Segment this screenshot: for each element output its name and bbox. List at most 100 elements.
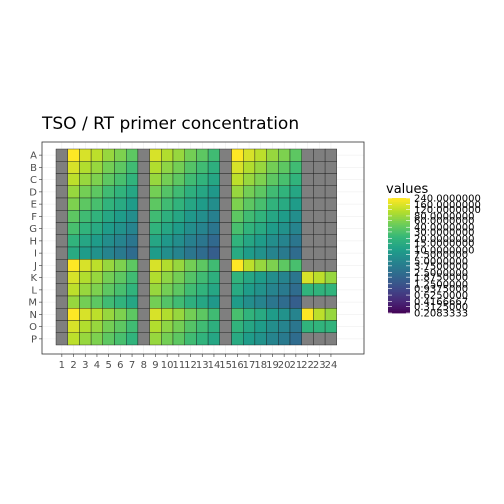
legend-gradient-step [388, 236, 410, 239]
heatmap-cell-B1 [55, 161, 68, 174]
heatmap-cell-M5 [102, 295, 115, 309]
heatmap-cell-K18 [254, 271, 267, 284]
heatmap-cell-O2 [67, 320, 80, 333]
heatmap-cell-O7 [125, 320, 139, 333]
heatmap-cell-N4 [90, 308, 103, 321]
heatmap-cell-K5 [102, 271, 115, 284]
legend-gradient-step [388, 280, 410, 283]
legend-gradient-step [388, 259, 410, 262]
legend-gradient-step [388, 286, 410, 289]
heatmap-cell-P6 [114, 332, 127, 346]
heatmap-cell-E12 [184, 197, 197, 211]
heatmap-cell-D7 [125, 185, 139, 199]
heatmap-cell-L5 [102, 283, 115, 297]
legend-gradient-step [388, 221, 410, 224]
heatmap-cell-N16 [231, 308, 244, 321]
heatmap-cell-B23 [313, 161, 326, 174]
chart-title: TSO / RT primer concentration [41, 114, 299, 134]
heatmap-cell-G9 [149, 222, 162, 235]
heatmap-cell-B6 [114, 161, 127, 174]
heatmap-cell-O18 [254, 320, 267, 333]
heatmap-cell-F7 [125, 210, 139, 223]
heatmap-cell-E16 [231, 197, 244, 211]
legend-gradient-step [388, 311, 410, 314]
heatmap-cell-K13 [196, 271, 209, 284]
heatmap-cell-P9 [149, 332, 162, 346]
heatmap-cell-B15 [219, 161, 232, 174]
heatmap-cell-O14 [207, 320, 221, 333]
heatmap-cell-G16 [231, 222, 244, 235]
y-tick-label: N [30, 310, 37, 321]
legend-gradient-step [388, 245, 410, 249]
heatmap-cell-K16 [231, 271, 244, 284]
heatmap-cell-I20 [278, 246, 291, 260]
heatmap-cell-H8 [137, 234, 150, 248]
heatmap-cell-P15 [219, 332, 232, 346]
heatmap-cell-M3 [79, 295, 92, 309]
legend-gradient-step [388, 255, 410, 258]
legend-gradient-step [388, 295, 410, 299]
heatmap-cell-F17 [242, 210, 256, 223]
heatmap-cell-H22 [301, 234, 314, 248]
heatmap-cell-E17 [242, 197, 256, 211]
heatmap-cell-H1 [55, 234, 68, 248]
heatmap-cells [55, 148, 338, 346]
heatmap-cell-H18 [254, 234, 267, 248]
legend-gradient-step [388, 232, 410, 235]
heatmap-cell-F2 [67, 210, 80, 223]
heatmap-cell-B14 [207, 161, 221, 174]
heatmap-cell-C19 [266, 173, 279, 186]
legend-gradient-step [388, 272, 410, 276]
legend-label: 240.0000000 [414, 194, 481, 205]
heatmap-cell-M11 [172, 295, 185, 309]
heatmap-cell-K8 [137, 271, 150, 284]
legend-gradient-step [388, 215, 410, 218]
legend-gradient-step [388, 290, 410, 293]
heatmap-cell-H9 [149, 234, 162, 248]
heatmap-cell-J16 [231, 259, 244, 272]
legend-label: 5.0000000 [414, 257, 468, 268]
heatmap-cell-J14 [207, 259, 221, 272]
heatmap-cell-D14 [207, 185, 221, 199]
heatmap-cell-A6 [114, 148, 127, 162]
heatmap-cell-J1 [55, 259, 68, 272]
heatmap-cell-G1 [55, 222, 68, 235]
legend-label: 0.9375000 [414, 284, 468, 295]
heatmap-cell-K19 [266, 271, 279, 284]
heatmap-cell-O5 [102, 320, 115, 333]
heatmap-cell-I7 [125, 246, 139, 260]
heatmap-cell-D15 [219, 185, 232, 199]
heatmap-cell-P23 [313, 332, 326, 346]
heatmap-cell-C1 [55, 173, 68, 186]
heatmap-cell-L20 [278, 283, 291, 297]
heatmap-cell-H14 [207, 234, 221, 248]
heatmap-cell-L23 [313, 283, 326, 297]
heatmap-cell-L1 [55, 283, 68, 297]
heatmap-cell-L7 [125, 283, 139, 297]
heatmap-cell-A4 [90, 148, 103, 162]
heatmap-cell-B22 [301, 161, 314, 174]
heatmap-cell-E11 [172, 197, 185, 211]
legend-gradient-step [388, 249, 410, 253]
legend-gradient-step [388, 301, 410, 304]
heatmap-cell-H21 [289, 234, 302, 248]
heatmap-cell-L2 [67, 283, 80, 297]
heatmap-cell-K10 [161, 271, 174, 284]
heatmap-cell-O3 [79, 320, 92, 333]
heatmap-cell-J19 [266, 259, 279, 272]
heatmap-cell-H13 [196, 234, 209, 248]
heatmap-cell-C16 [231, 173, 244, 186]
legend-gradient-step [388, 309, 410, 312]
heatmap-cell-I9 [149, 246, 162, 260]
heatmap-cell-A1 [55, 148, 68, 162]
heatmap-cell-L13 [196, 283, 209, 297]
legend-gradient-step [388, 219, 410, 222]
heatmap-cell-I16 [231, 246, 244, 260]
heatmap-cell-L19 [266, 283, 279, 297]
heatmap-cell-H12 [184, 234, 197, 248]
legend-gradient-step [388, 201, 410, 205]
heatmap-cell-M19 [266, 295, 279, 309]
legend-gradient-step [388, 267, 410, 270]
y-tick-label: I [34, 249, 37, 260]
heatmap-cell-G23 [313, 222, 326, 235]
